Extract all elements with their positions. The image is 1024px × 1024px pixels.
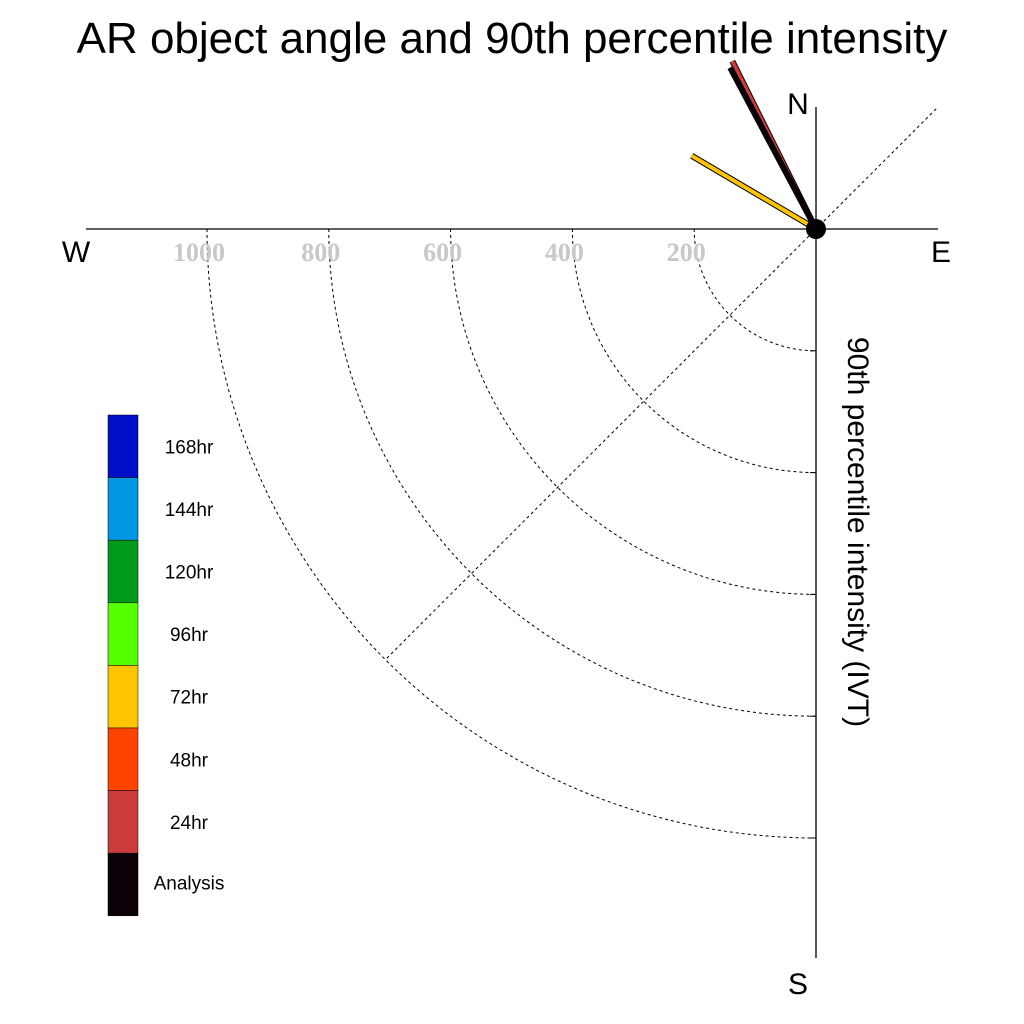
radial-tick-label: 200: [667, 238, 706, 267]
compass-south-label: S: [788, 968, 808, 1001]
legend-swatch-24hr: [107, 790, 139, 854]
legend-label: 96hr: [170, 625, 209, 646]
grid-arc-600: [450, 228, 817, 595]
radial-tick-label: 1000: [173, 238, 225, 267]
legend-swatch-48hr: [107, 727, 139, 791]
origin-dot: [806, 219, 826, 239]
compass-west-label: W: [62, 236, 91, 269]
radial-axis-label: 90th percentile intensity (IVT): [841, 337, 874, 727]
radial-tick-label: 400: [545, 238, 584, 267]
legend-swatch-168hr: [107, 414, 139, 478]
legend-swatch-144hr: [107, 477, 139, 541]
chart-title: AR object angle and 90th percentile inte…: [76, 14, 948, 63]
radial-tick-label: 800: [301, 238, 340, 267]
compass-axes: [86, 107, 938, 958]
legend-label: Analysis: [154, 874, 225, 895]
legend-label: 120hr: [165, 563, 214, 584]
compass-east-label: E: [931, 236, 951, 269]
legend-label: 72hr: [170, 688, 209, 709]
radial-grid: [206, 108, 937, 839]
legend-swatch-72hr: [107, 665, 139, 729]
radial-tick-labels: 200 400 600 800 1000: [173, 238, 816, 839]
legend-swatch-120hr: [107, 539, 139, 604]
grid-arc-1000: [206, 228, 817, 839]
radial-tick-label: 600: [423, 238, 462, 267]
legend-label: 144hr: [165, 500, 214, 521]
legend-swatch-Analysis: [107, 852, 139, 917]
legend: 168hr 144hr 120hr 96hr 72hr 48hr 24hr Analysis: [107, 414, 225, 917]
intensity-vectors: [690, 59, 819, 232]
legend-label: 168hr: [165, 437, 214, 458]
vector-72hr: [690, 154, 818, 231]
grid-arc-400: [571, 228, 817, 474]
vector-Analysis: [728, 66, 818, 230]
diagonal-gridline: [385, 108, 937, 660]
legend-label: 24hr: [170, 813, 209, 834]
compass-north-label: N: [787, 88, 809, 121]
grid-arc-800: [328, 228, 817, 717]
legend-swatch-96hr: [107, 602, 139, 666]
legend-label: 48hr: [170, 750, 209, 771]
grid-arc-200: [693, 228, 817, 352]
